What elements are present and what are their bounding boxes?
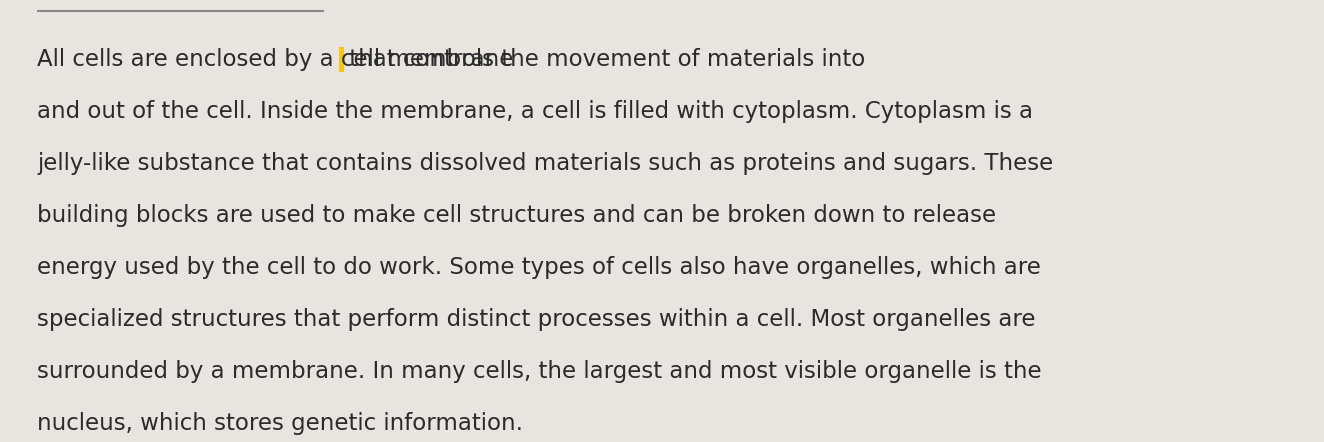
FancyBboxPatch shape xyxy=(339,47,344,72)
Text: cell membrane: cell membrane xyxy=(340,48,514,71)
Text: and out of the cell. Inside the membrane, a cell is filled with cytoplasm. Cytop: and out of the cell. Inside the membrane… xyxy=(37,100,1033,123)
Text: that controls the movement of materials into: that controls the movement of materials … xyxy=(342,48,865,71)
Text: All cells are enclosed by a: All cells are enclosed by a xyxy=(37,48,340,71)
Text: specialized structures that perform distinct processes within a cell. Most organ: specialized structures that perform dist… xyxy=(37,308,1035,331)
Text: nucleus, which stores genetic information.: nucleus, which stores genetic informatio… xyxy=(37,412,523,435)
Text: surrounded by a membrane. In many cells, the largest and most visible organelle : surrounded by a membrane. In many cells,… xyxy=(37,360,1042,383)
Text: building blocks are used to make cell structures and can be broken down to relea: building blocks are used to make cell st… xyxy=(37,204,996,227)
Text: jelly-like substance that contains dissolved materials such as proteins and suga: jelly-like substance that contains disso… xyxy=(37,152,1054,175)
Text: energy used by the cell to do work. Some types of cells also have organelles, wh: energy used by the cell to do work. Some… xyxy=(37,256,1041,279)
